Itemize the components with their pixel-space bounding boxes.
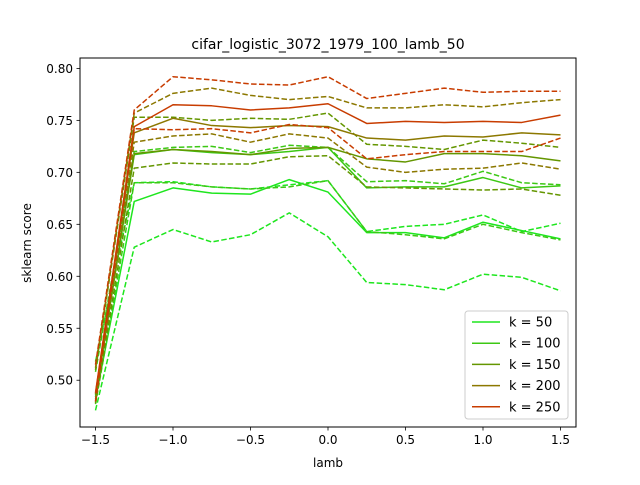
plot-frame <box>79 57 577 428</box>
series-5-lower-line <box>94 123 561 402</box>
series-4-group <box>94 87 561 403</box>
series-5-mean-line <box>94 102 561 393</box>
series-3-mean-line <box>94 146 561 395</box>
x-tick-label: 0.0 <box>318 433 337 447</box>
y-tick-label: 0.65 <box>46 218 73 232</box>
x-tick-label: 0.5 <box>396 433 415 447</box>
legend-label: k = 100 <box>509 337 561 352</box>
y-tick-label: 0.70 <box>46 166 73 180</box>
x-axis-label: lamb <box>313 456 343 470</box>
y-tick-label: 0.75 <box>46 114 73 128</box>
ticks-layer: −1.5 −1.0 −0.5 0.0 0.5 1.0 1.5 0.50 0.55 0.60 0.65… <box>46 62 570 447</box>
legend-label: k = 50 <box>509 316 552 331</box>
x-tick-label: 1.5 <box>551 433 570 447</box>
series-4-upper-line <box>94 87 561 368</box>
legend-label: k = 250 <box>509 400 561 415</box>
x-tick-label: −1.0 <box>158 433 187 447</box>
y-axis-label: sklearn score <box>20 203 34 283</box>
series-5-upper-line <box>94 75 561 365</box>
x-tick-label: 1.0 <box>473 433 492 447</box>
x-tick-label: −0.5 <box>236 433 265 447</box>
legend-item-1: k = 50 <box>472 316 552 331</box>
series-4-lower-line <box>94 133 561 403</box>
series-1-mean-line <box>94 178 561 400</box>
series-3-group <box>94 112 561 404</box>
y-tick-label: 0.55 <box>46 322 73 336</box>
legend-item-2: k = 100 <box>472 337 561 352</box>
series-5-group <box>94 75 561 402</box>
legend-item-3: k = 150 <box>472 358 561 373</box>
legend-frame <box>464 310 569 420</box>
series-1-upper-line <box>94 179 561 362</box>
series-1-group <box>94 178 561 411</box>
y-tick-label: 0.80 <box>46 62 73 76</box>
chart-title: cifar_logistic_3072_1979_100_lamb_50 <box>191 37 464 53</box>
legend-item-4: k = 200 <box>472 379 561 394</box>
series-3-lower-line <box>94 154 561 404</box>
x-tick-label: −1.5 <box>81 433 110 447</box>
series-4-mean-line <box>94 117 561 394</box>
legend-label: k = 200 <box>509 379 561 394</box>
series-1-lower-line <box>94 212 561 411</box>
series-2-lower-line <box>94 179 561 405</box>
y-tick-label: 0.50 <box>46 374 73 388</box>
legend-item-5: k = 250 <box>472 400 561 415</box>
legend: k = 50 k = 100 k = 150 k = 200 k = 250 <box>464 310 569 420</box>
series-3-upper-line <box>94 112 561 370</box>
series-layer <box>94 75 561 411</box>
y-tick-label: 0.60 <box>46 270 73 284</box>
legend-label: k = 150 <box>509 358 561 373</box>
